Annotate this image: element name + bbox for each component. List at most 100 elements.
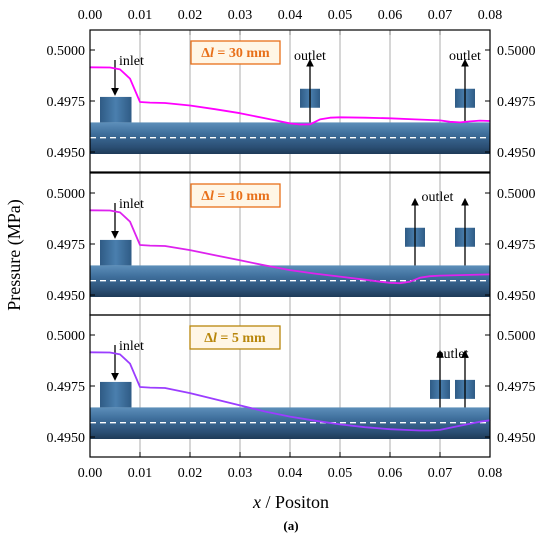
y-tick-label-left: 0.5000: [47, 44, 86, 59]
inlet-pipe: [100, 239, 132, 266]
y-tick-label-right: 0.5000: [497, 329, 536, 344]
pressure-point: [239, 404, 241, 406]
panel-label: Δl = 10 mm: [201, 189, 270, 204]
pressure-point: [364, 117, 366, 119]
panel-label: Δl = 30 mm: [201, 46, 270, 61]
pressure-series-line: [89, 66, 491, 126]
y-tick-label-left: 0.5000: [47, 329, 86, 344]
caption-close: ): [294, 518, 298, 533]
top-x-tick-label: 0.05: [328, 8, 353, 23]
figure-caption: (a): [283, 518, 298, 533]
panel-2: inlet outlet 0.4950 0.4950 0.4975 0.4975 0.500…: [47, 172, 536, 316]
bottom-x-tick-label: 0.05: [328, 466, 353, 481]
inlet-label: inlet: [119, 54, 144, 69]
outlet-label: outlet: [422, 190, 454, 205]
top-x-tick-label: 0.07: [428, 8, 453, 23]
panel-label-delta: Δ: [201, 189, 210, 204]
y-tick-label-left: 0.4975: [47, 238, 86, 253]
pressure-point: [289, 269, 291, 271]
pressure-point: [449, 121, 451, 123]
pressure-point: [314, 420, 316, 422]
panel-label-delta: Δ: [201, 46, 210, 61]
panel-label-rest: = 10 mm: [214, 189, 270, 204]
pressure-point: [264, 264, 266, 267]
pressure-point: [439, 119, 441, 121]
top-x-tick-label: 0.01: [128, 8, 153, 23]
pressure-point: [189, 392, 191, 394]
pressure-point: [129, 77, 131, 80]
bottom-x-tick-label: 0.06: [378, 466, 403, 481]
pressure-point: [214, 398, 216, 400]
panel-3: inlet outlet 0.4950 0.4950 0.4975 0.4975 0.500…: [47, 314, 536, 458]
x-axis-title: x / Positon: [252, 492, 329, 512]
pressure-point: [189, 104, 191, 107]
pressure-point: [149, 102, 151, 104]
y-tick-label-right: 0.4975: [497, 238, 536, 253]
x-axis-title-var: x: [252, 492, 261, 512]
pressure-point: [479, 274, 481, 276]
pressure-point: [389, 282, 391, 284]
pressure-point: [409, 281, 411, 283]
panel-label-box: [189, 325, 281, 350]
y-tick-label-right: 0.5000: [497, 187, 536, 202]
caption-letter: a: [288, 518, 295, 533]
pressure-point: [164, 245, 166, 247]
pressure-point: [389, 117, 391, 119]
inlet-label: inlet: [119, 339, 144, 354]
pressure-point: [404, 429, 406, 431]
pressure-point: [329, 117, 331, 119]
pressure-point: [109, 66, 111, 69]
bottom-x-tick-label: 0.07: [428, 466, 453, 481]
bottom-x-tick-label: 0.01: [128, 466, 153, 481]
pressure-point: [419, 429, 421, 432]
pressure-point: [109, 209, 111, 212]
pressure-point: [464, 274, 466, 276]
y-tick-label-left: 0.4950: [47, 289, 86, 304]
pressure-point: [429, 275, 431, 277]
panel-label-rest: = 5 mm: [217, 331, 266, 346]
pressure-point: [149, 387, 151, 389]
y-tick-label-right: 0.4950: [497, 431, 536, 446]
panel-label-delta: Δ: [204, 331, 213, 346]
pressure-point: [314, 272, 316, 275]
y-tick-label-left: 0.4975: [47, 95, 86, 110]
pressure-point: [239, 112, 241, 114]
pressure-point: [239, 259, 241, 261]
pressure-point: [119, 68, 121, 70]
pressure-point: [429, 429, 431, 432]
pressure-point: [419, 277, 421, 279]
top-x-tick-label: 0.04: [278, 8, 303, 23]
pressure-point: [414, 118, 416, 120]
y-tick-label-right: 0.4975: [497, 380, 536, 395]
pressure-point: [364, 426, 366, 428]
pressure-point: [119, 353, 121, 355]
caption-open: (: [283, 518, 287, 533]
pressure-point: [449, 427, 451, 429]
pressure-point: [379, 281, 381, 283]
y-tick-label-right: 0.5000: [497, 44, 536, 59]
y-tick-label-right: 0.4950: [497, 146, 536, 161]
panel-label-box: [190, 40, 281, 65]
inlet-pipe: [100, 381, 132, 408]
pressure-point: [264, 117, 266, 119]
panel-1: inlet outlet outlet 0.4950 0.4950 0.4975 0.497…: [47, 29, 536, 173]
panel-label-rest: = 30 mm: [214, 46, 270, 61]
y-tick-label-left: 0.5000: [47, 187, 86, 202]
top-x-tick-label: 0.06: [378, 8, 403, 23]
bottom-x-tick-label: 0.04: [278, 466, 303, 481]
outlet-label: outlet: [449, 49, 481, 64]
pressure-point: [149, 245, 151, 247]
panel-label-box: [190, 183, 281, 208]
bottom-x-axis: 0.00 0.01 0.02 0.03 0.04 0.05 0.06 0.07 0.08: [78, 452, 502, 481]
pressure-point: [129, 362, 131, 365]
pressure-point: [289, 416, 291, 418]
pressure-point: [439, 429, 441, 431]
y-tick-label-left: 0.4950: [47, 146, 86, 161]
panel-label: Δl = 5 mm: [204, 331, 266, 346]
pressure-point: [339, 423, 341, 425]
outlet-label: outlet: [294, 49, 326, 64]
inlet-label: inlet: [119, 197, 144, 212]
pressure-point: [299, 123, 301, 126]
pressure-point: [459, 121, 461, 124]
bottom-x-tick-label: 0.02: [178, 466, 203, 481]
